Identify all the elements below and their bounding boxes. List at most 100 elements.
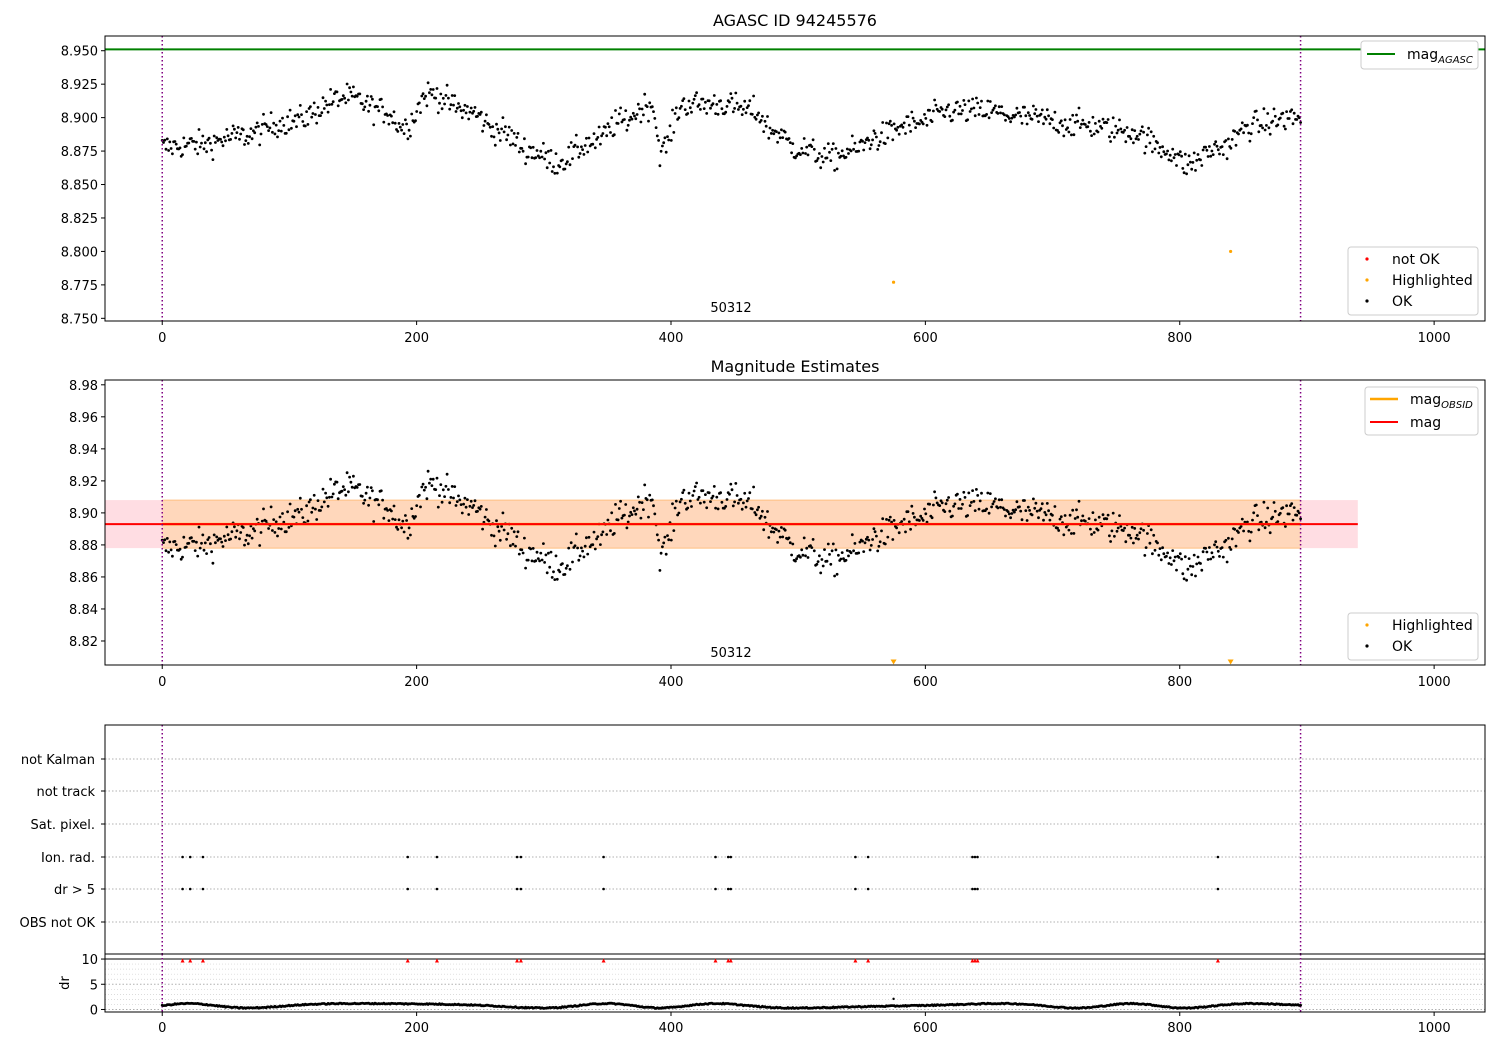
ok-point [1083,519,1087,523]
ok-point [1023,499,1026,502]
ok-point [693,485,697,488]
ok-point [171,554,174,558]
ok-point [457,494,460,498]
ok-point [990,111,993,114]
ok-point [900,123,904,127]
ok-point [241,128,245,132]
ok-point [897,531,901,535]
ok-point [235,529,239,533]
ok-point [692,97,696,101]
ok-point [690,110,693,114]
x-axis-ticks: 0 200 400 600 800 1000 [158,665,1451,690]
flag-point [973,855,977,859]
ok-point [952,504,955,508]
ok-point [319,509,322,512]
x-axis-ticks: 0 200 400 600 800 1000 [158,321,1451,346]
ok-point [699,501,702,505]
ok-point [376,498,379,502]
ok-point [957,507,961,510]
ok-point [1292,506,1296,509]
ok-point [340,98,344,101]
ok-point [1151,150,1154,154]
ok-point [742,107,745,111]
ok-point [730,488,734,492]
ok-point [377,503,381,507]
ok-point [663,535,667,539]
ok-point [933,98,936,102]
ok-point [250,536,254,540]
ok-point [1249,530,1253,534]
ok-point [669,538,673,542]
ok-point [823,146,826,150]
ok-point [802,536,806,540]
ok-point [1119,524,1123,528]
ok-point [1239,127,1243,131]
ok-point [787,137,791,140]
ok-point [287,128,291,132]
ok-point [1076,515,1080,519]
ok-point [1178,150,1182,154]
ok-point [259,531,263,534]
ok-point [661,144,664,148]
ok-point [382,120,386,124]
ok-point [728,492,731,496]
ok-point [226,134,230,138]
ok-point [306,519,310,523]
ok-point [1273,114,1277,118]
ok-point [329,88,332,91]
ok-point [300,113,303,116]
x-tick-label: 0 [158,1021,166,1036]
ok-point [315,121,319,125]
ok-point [349,90,353,94]
ok-point [168,140,172,144]
ok-point [1040,108,1044,112]
ok-point [336,104,340,108]
ok-point [163,138,167,142]
x-tick-label: 400 [659,675,684,690]
ok-point [712,485,716,488]
ok-point [312,101,316,105]
ok-point [1061,124,1064,128]
data-points [160,81,1302,284]
ok-point [1121,529,1125,532]
ok-point [298,496,302,500]
legend-label-highlighted: Highlighted [1392,273,1473,289]
y-tick-label: 8.950 [61,45,98,60]
ok-point [767,136,771,140]
ok-point [975,488,978,491]
ok-point [552,570,555,574]
ok-point [1130,525,1134,529]
ok-point [705,112,709,115]
ok-point [766,510,769,513]
ok-point [901,125,905,129]
ok-point [1218,152,1221,156]
ok-point [409,134,412,138]
ok-point [293,509,297,513]
ok-point [1113,135,1116,139]
ok-point [192,539,196,543]
ok-point [919,514,923,518]
ok-point [928,502,931,506]
ok-point [820,155,824,158]
legend-marker-ok [1365,299,1369,303]
ok-point [422,488,426,492]
ok-point [923,113,926,116]
ok-point [182,535,186,539]
ok-point [563,167,567,171]
ok-point [604,125,607,129]
ok-point [300,507,303,511]
ok-point [1210,551,1214,555]
ok-point [610,511,614,515]
ok-point [497,529,501,533]
ok-point [349,480,353,484]
ok-point [248,135,252,139]
ok-point [1059,119,1063,123]
ok-point [1151,552,1154,556]
ok-point [174,543,178,546]
ok-point [255,517,259,521]
ok-point [401,123,405,126]
ok-point [1261,126,1264,130]
ok-point [573,544,577,548]
flag-point [602,887,605,891]
